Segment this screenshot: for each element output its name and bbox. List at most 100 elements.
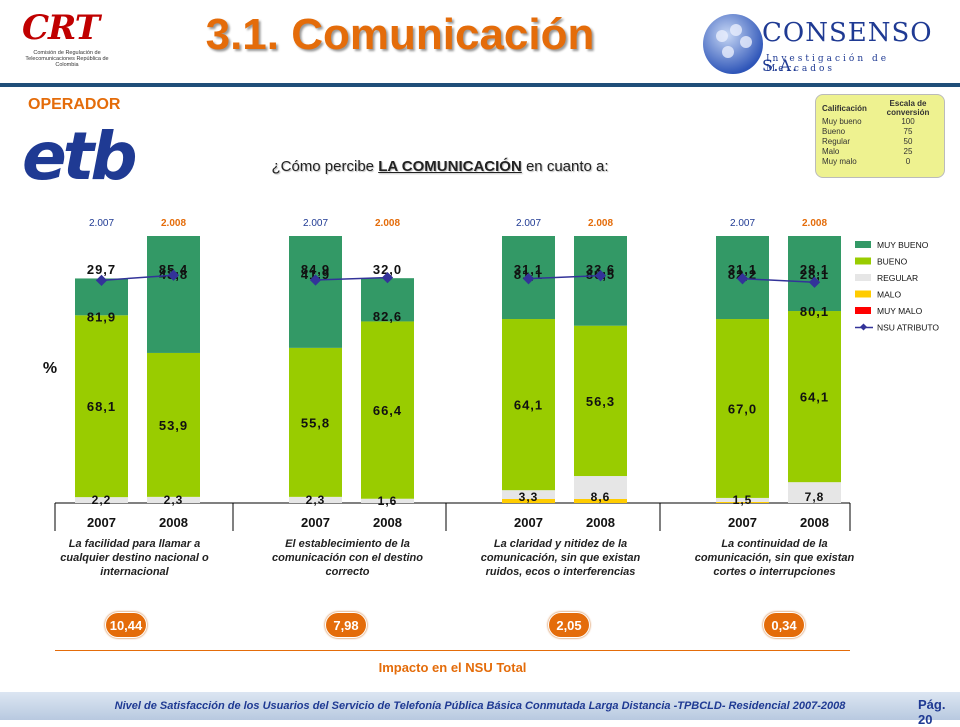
- bar-segment-bueno: [502, 319, 555, 491]
- x-tick-label: 2008: [800, 515, 829, 530]
- bar-top-label: 2.007: [730, 218, 755, 229]
- consenso-tagline: Investigación de Mercados: [766, 54, 890, 74]
- scale-row: Regular 50: [822, 137, 938, 147]
- x-tick-label: 2007: [514, 515, 543, 530]
- data-label-nsu: 84,9: [301, 262, 330, 277]
- bar-segment-regular: [788, 482, 841, 503]
- data-label-nsu: 28,1: [800, 262, 829, 277]
- legend-label: MUY BUENO: [877, 240, 929, 250]
- nsu-line: [101, 274, 174, 282]
- bar-segment-muy-bueno: [289, 236, 342, 348]
- x-tick-label: 2008: [586, 515, 615, 530]
- bar-segment-regular: [502, 490, 555, 499]
- globe-icon: [703, 14, 763, 74]
- group-description: La facilidad para llamar a cualquier des…: [60, 538, 209, 578]
- scale-row: Muy bueno 100: [822, 117, 938, 127]
- stacked-bar-chart: %2,268,181,929,72.00720072,353,943,885,4…: [43, 218, 939, 531]
- legend-swatch: [855, 257, 871, 265]
- scale-row-label: Malo: [822, 147, 840, 156]
- crt-subtitle: Comisión de Regulación de Telecomunicaci…: [25, 50, 109, 68]
- scale-row: Bueno 75: [822, 127, 938, 137]
- bar-segment-regular: [716, 497, 769, 502]
- legend-label: NSU ATRIBUTO: [877, 323, 939, 333]
- etb-logo: etb: [22, 118, 138, 195]
- bar-segment-malo: [574, 498, 627, 503]
- scale-header-rating: Calificación: [822, 103, 867, 113]
- data-label-regular: 2,3: [306, 493, 326, 507]
- scale-row-value: 50: [903, 137, 913, 146]
- bar-segment-muy-bueno: [788, 236, 841, 312]
- page-title: 3.1. Comunicación: [205, 10, 595, 59]
- impact-badge: 0,34: [763, 612, 805, 638]
- bar-segment-bueno: [147, 352, 200, 497]
- impact-badge: 7,98: [325, 612, 367, 638]
- bar-segment-bueno: [289, 347, 342, 497]
- bar-top-label: 2.008: [375, 218, 400, 229]
- crt-mark: CRT: [22, 8, 100, 48]
- data-label-muy-bueno: 82,6: [373, 309, 402, 324]
- data-label-bueno: 64,1: [800, 390, 829, 405]
- scale-row-label: Bueno: [822, 127, 846, 136]
- data-label-nsu: 85,4: [159, 262, 188, 277]
- bar-segment-regular: [147, 496, 200, 503]
- nsu-point: [95, 274, 108, 287]
- bar-top-label: 2.007: [303, 218, 328, 229]
- data-label-muy-bueno: 28,1: [800, 267, 829, 282]
- legend-swatch: [855, 241, 871, 248]
- data-label-nsu: 33,6: [586, 262, 615, 277]
- legend-swatch: [855, 274, 871, 281]
- scale-row: Malo 25: [822, 147, 938, 157]
- legend-label: BUENO: [877, 257, 908, 267]
- bar-segment-bueno: [716, 319, 769, 498]
- group-description: La claridad y nitidez de la comunicación…: [480, 538, 641, 578]
- question-text: ¿Cómo percibe LA COMUNICACIÓN en cuanto …: [271, 158, 609, 175]
- data-label-nsu: 29,7: [87, 262, 116, 277]
- data-label-bueno: 53,9: [159, 418, 188, 433]
- conversion-scale-box: Calificación Escala de conversión Muy bu…: [815, 94, 945, 178]
- legend-swatch: [855, 307, 871, 314]
- y-unit-label: %: [43, 360, 57, 377]
- bar-segment-bueno: [75, 315, 128, 498]
- scale-row-value: 100: [901, 117, 915, 126]
- impact-divider: [55, 650, 850, 651]
- scale-row-value: 75: [903, 127, 913, 136]
- nsu-line: [315, 276, 388, 281]
- data-label-nsu: 31,1: [514, 262, 543, 277]
- data-label-bueno: 66,4: [373, 403, 402, 418]
- bar-segment-bueno: [361, 321, 414, 499]
- data-label-regular: 7,8: [805, 490, 825, 504]
- impact-caption: Impacto en el NSU Total: [378, 660, 527, 675]
- crt-logo: CRT Comisión de Regulación de Telecomuni…: [22, 8, 112, 80]
- bar-segment-malo: [502, 498, 555, 503]
- data-label-regular: 1,6: [378, 494, 398, 508]
- impact-badge: 10,44: [105, 612, 147, 638]
- data-label-bueno: 64,1: [514, 398, 543, 413]
- scale-row-label: Muy bueno: [822, 117, 862, 126]
- data-label-bueno: 55,8: [301, 415, 330, 430]
- bar-segment-regular: [574, 476, 627, 499]
- operator-label: OPERADOR: [28, 96, 121, 113]
- data-label-regular: 2,2: [92, 493, 112, 507]
- bar-top-label: 2.008: [161, 218, 186, 229]
- group-description: La continuidad de la comunicación, sin q…: [694, 538, 855, 578]
- data-label-bueno: 56,3: [586, 394, 615, 409]
- header-divider: [0, 83, 960, 87]
- consenso-name: CONSENSO S.A.: [762, 18, 933, 75]
- legend-label: REGULAR: [877, 273, 918, 283]
- data-label-bueno: 67,0: [728, 401, 757, 416]
- x-tick-label: 2008: [373, 515, 402, 530]
- data-label-regular: 2,3: [164, 493, 184, 507]
- bar-top-label: 2.008: [802, 218, 827, 229]
- bar-segment-regular: [75, 497, 128, 503]
- data-label-muy-bueno: 41,9: [301, 267, 330, 282]
- legend-label: MALO: [877, 290, 901, 300]
- nsu-line: [528, 274, 601, 280]
- nsu-line: [742, 277, 815, 284]
- x-tick-label: 2007: [87, 515, 116, 530]
- scale-row-label: Regular: [822, 137, 851, 146]
- data-label-regular: 1,5: [733, 493, 753, 507]
- data-label-regular: 3,3: [519, 490, 539, 504]
- bar-segment-muy-bueno: [361, 278, 414, 322]
- data-label-total: 80,1: [800, 304, 829, 319]
- x-tick-label: 2008: [159, 515, 188, 530]
